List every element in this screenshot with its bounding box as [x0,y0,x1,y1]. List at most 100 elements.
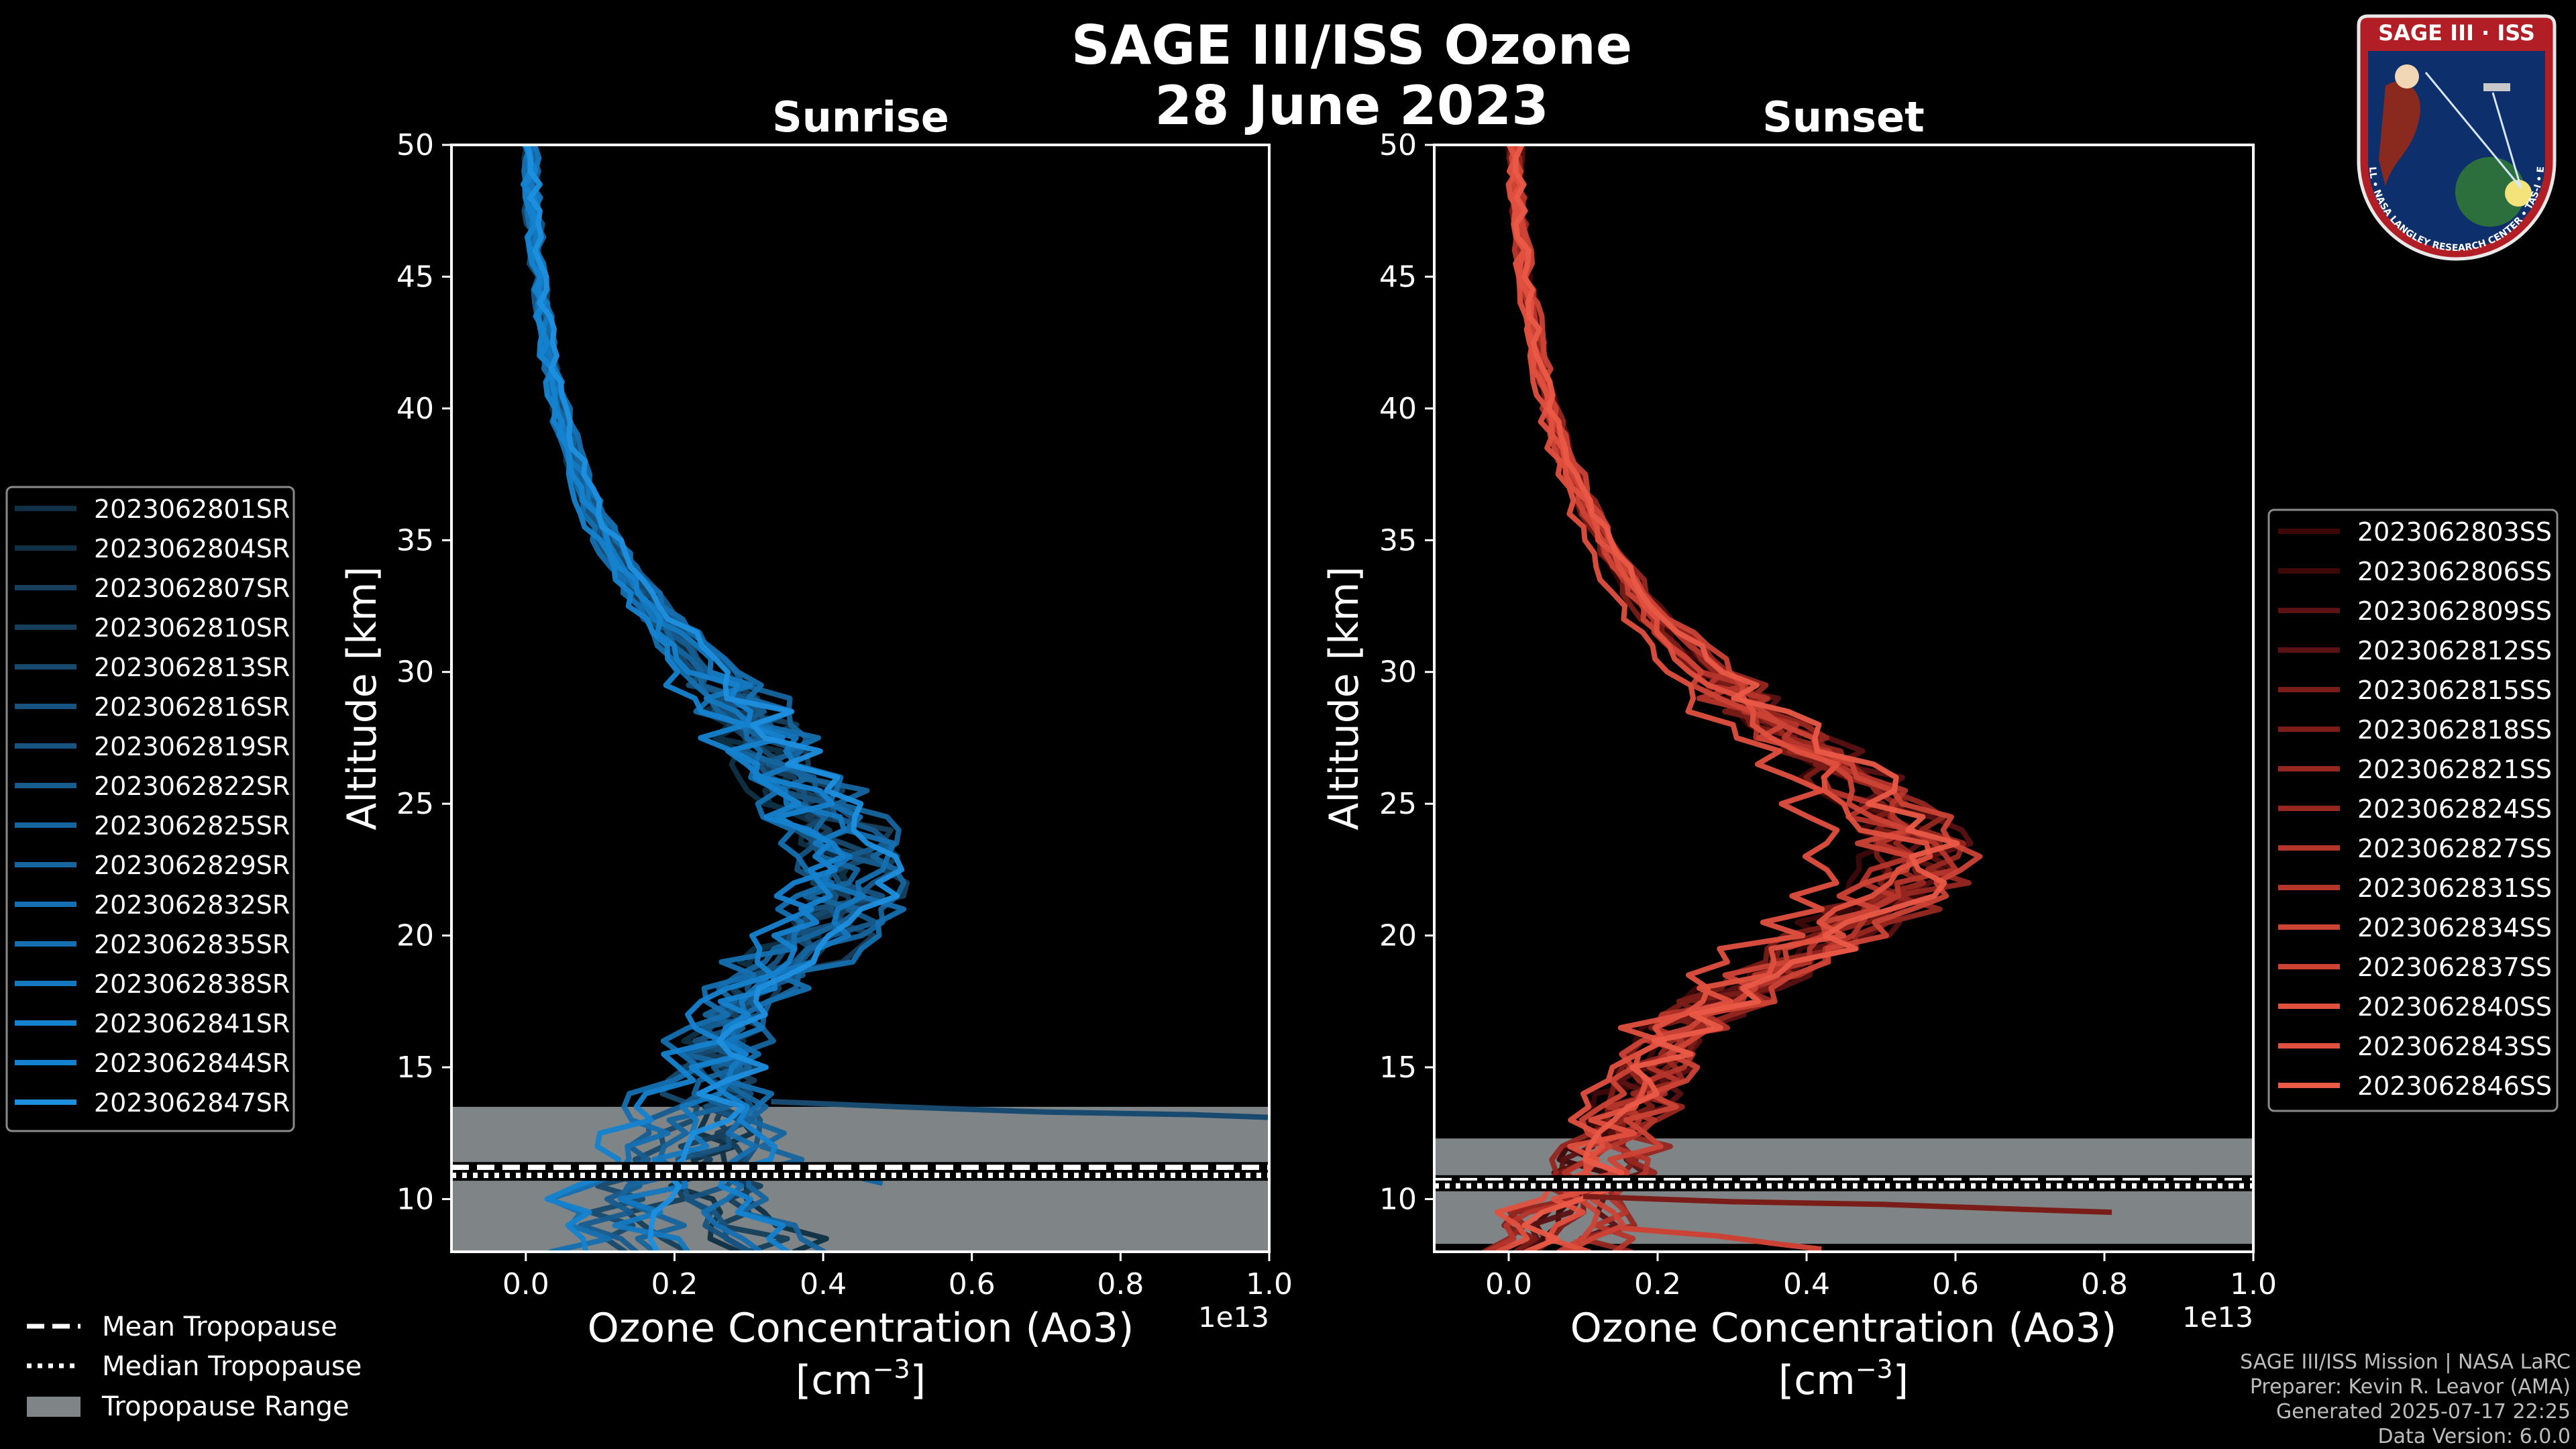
sunrise-legend-label: 2023062844SR [94,1049,290,1078]
sunset-legend-label: 2023062815SS [2357,676,2552,705]
figure-date: 28 June 2023 [1155,74,1549,137]
sunset-legend-label: 2023062806SS [2357,557,2552,586]
sunset-tropopause-lines [1434,1175,2253,1191]
sunrise-x-tick-label: 0.4 [800,1267,847,1301]
sunset-legend-label: 2023062834SS [2357,913,2552,943]
sunset-y-tick-label: 20 [1379,919,1417,953]
figure-title: SAGE III/ISS Ozone [1071,14,1632,76]
tropopause-legend: Mean Tropopause Median Tropopause Tropop… [27,1311,362,1422]
sunset-y-tick-label: 10 [1379,1182,1417,1216]
sunrise-x-axis-units: [cm−3] [796,1354,926,1404]
sunrise-y-ticks: 10 15 20 25 30 35 40 45 50 [396,128,451,1216]
sunrise-legend-label: 2023062835SR [94,930,290,959]
sunrise-y-axis-label: Altitude [km] [339,566,386,830]
tropopause-range-swatch [27,1397,80,1417]
sunrise-x-tick-label: 0.8 [1097,1267,1144,1301]
sunset-legend-label: 2023062846SS [2357,1071,2552,1101]
sunrise-y-tick-label: 40 [396,392,434,426]
sunset-x-tick-label: 0.4 [1783,1267,1830,1301]
sunrise-x-ticks: 0.0 0.2 0.4 0.6 0.8 1.0 [502,1252,1293,1301]
sunrise-axes-frame [450,144,1271,1253]
credit-line-generated: Generated 2025-07-17 22:25 [2275,1400,2571,1424]
sunset-y-tick-label: 30 [1379,655,1417,690]
credit-line-version: Data Version: 6.0.0 [2377,1425,2571,1448]
sunset-y-tick-label: 50 [1379,128,1417,162]
sunrise-legend-label: 2023062819SR [94,732,290,761]
sunrise-x-tick-label: 0.6 [949,1267,996,1301]
sunset-x-tick-label: 0.6 [1932,1267,1979,1301]
credit-line-preparer: Preparer: Kevin R. Leavor (AMA) [2249,1375,2571,1399]
sunrise-legend-label: 2023062816SR [94,692,290,722]
sunrise-profile-2023062844SR [522,145,838,1252]
sunset-legend-label: 2023062837SS [2357,953,2552,982]
sunrise-y-tick-label: 10 [396,1182,434,1216]
sunset-legend-box [2267,508,2559,1112]
sunset-legend-label: 2023062843SS [2357,1032,2552,1061]
sunset-y-ticks: 10 15 20 25 30 35 40 45 50 [1379,128,1434,1216]
credits-block: SAGE III/ISS Mission | NASA LaRC Prepare… [2240,1350,2571,1449]
sunset-x-axis-label: Ozone Concentration (Ao3) [1570,1305,2117,1352]
sunrise-profile-lines [520,145,1269,1252]
sunrise-legend-label: 2023062832SR [94,890,290,920]
sunset-profile-lines [1481,145,2112,1252]
sunset-x-axis-units: [cm−3] [1778,1354,1909,1404]
sunrise-x-tick-label: 0.0 [502,1267,549,1301]
sunrise-legend-label: 2023062813SR [94,653,290,682]
sunrise-y-tick-label: 20 [396,919,434,953]
sunrise-legend-label: 2023062801SR [94,494,290,524]
sunrise-y-tick-label: 25 [396,787,434,821]
sunrise-legend-box [5,486,295,1132]
sunrise-x-tick-label: 1.0 [1246,1267,1293,1301]
sunrise-offset-text: 1e13 [1198,1301,1269,1334]
sunrise-x-tick-label: 0.2 [651,1267,698,1301]
sunset-outlier-profile-2 [1620,1225,1822,1252]
sunset-axes-frame [1433,144,2255,1253]
sunset-legend-label: 2023062821SS [2357,755,2552,784]
sunrise-legend-label: 2023062825SR [94,811,290,841]
sunset-legend: 2023062803SS 2023062806SS 2023062809SS 2023… [2267,508,2559,1112]
sunset-y-axis-label: Altitude [km] [1321,566,1368,830]
sunrise-y-tick-label: 15 [396,1051,434,1085]
sunset-offset-text: 1e13 [2182,1301,2253,1334]
sunset-x-tick-label: 0.8 [2081,1267,2128,1301]
sunset-legend-label: 2023062840SS [2357,992,2552,1022]
sunrise-outlier-profile-1 [771,1099,1269,1120]
sunset-x-tick-label: 1.0 [2230,1267,2277,1301]
sunrise-x-axis-label: Ozone Concentration (Ao3) [588,1305,1134,1352]
sunrise-tropopause-lines [451,1162,1269,1181]
sunset-y-tick-label: 15 [1379,1051,1417,1085]
sunset-legend-label: 2023062812SS [2357,636,2552,665]
sunrise-profile-2023062847SR [525,145,905,1252]
sunrise-y-tick-label: 45 [396,260,434,294]
sunset-legend-label: 2023062824SS [2357,794,2552,824]
sunset-legend-label: 2023062818SS [2357,715,2552,745]
sunrise-y-tick-label: 30 [396,655,434,690]
sunset-legend-label: 2023062831SS [2357,873,2552,903]
sunset-profile-2023062846SS [1512,145,1960,1252]
sunset-y-tick-label: 40 [1379,392,1417,426]
sunrise-y-tick-label: 35 [396,523,434,557]
sunset-legend-label: 2023062809SS [2357,596,2552,626]
median-tropopause-label: Median Tropopause [102,1351,362,1382]
sunset-outlier-profile-1 [1582,1193,2112,1216]
sunset-panel: 0.0 0.2 0.4 0.6 0.8 1.0 10 15 20 25 30 35 40 45 50 Su… [1321,93,2277,1404]
sunrise-legend: 2023062801SR 2023062804SR 2023062807SR 2023… [5,486,295,1132]
sunrise-legend-label: 2023062810SR [94,613,290,643]
sunrise-legend-label: 2023062829SR [94,851,290,880]
mean-tropopause-label: Mean Tropopause [102,1311,337,1342]
sunset-y-tick-label: 35 [1379,523,1417,557]
sunrise-y-tick-label: 50 [396,128,434,162]
sunset-legend-label: 2023062827SS [2357,834,2552,863]
sunrise-legend-label: 2023062847SR [94,1088,290,1118]
sunset-y-tick-label: 25 [1379,787,1417,821]
sunset-y-tick-label: 45 [1379,260,1417,294]
credit-line-mission: SAGE III/ISS Mission | NASA LaRC [2240,1350,2571,1374]
sunset-x-tick-label: 0.2 [1634,1267,1681,1301]
sunset-panel-title: Sunset [1762,93,1925,142]
sunrise-legend-label: 2023062804SR [94,534,290,564]
sunrise-legend-label: 2023062822SR [94,771,290,801]
sunrise-panel-title: Sunrise [772,93,949,142]
sunset-x-tick-label: 0.0 [1485,1267,1532,1301]
tropopause-range-label: Tropopause Range [101,1391,350,1422]
